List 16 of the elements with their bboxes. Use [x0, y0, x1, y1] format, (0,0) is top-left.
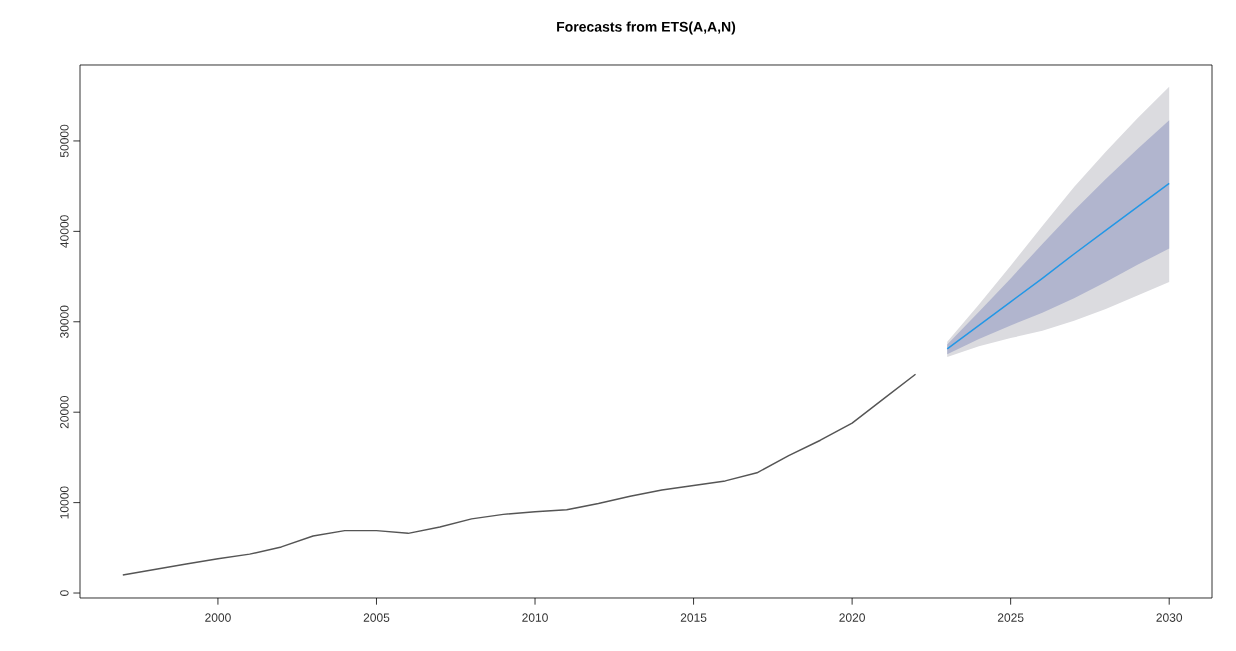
x-tick-label: 2020: [839, 613, 865, 622]
x-tick-label: 2010: [522, 613, 548, 622]
x-tick-label: 2015: [680, 613, 707, 622]
y-tick-label: 50000: [60, 124, 69, 158]
y-tick-label: 40000: [60, 215, 69, 248]
y-tick-label: 0: [60, 590, 69, 596]
chart-title: Forecasts from ETS(A,A,N): [557, 21, 736, 35]
x-tick-label: 2000: [205, 613, 231, 622]
y-tick-label: 20000: [60, 395, 69, 429]
x-tick-label: 2005: [363, 613, 390, 622]
y-tick-label: 10000: [60, 486, 69, 519]
line-series: [946, 182, 1170, 350]
line-series: [122, 373, 917, 576]
x-tick-label: 2030: [1156, 613, 1183, 622]
x-tick-label: 2025: [997, 613, 1024, 622]
y-tick-label: 30000: [60, 305, 69, 338]
